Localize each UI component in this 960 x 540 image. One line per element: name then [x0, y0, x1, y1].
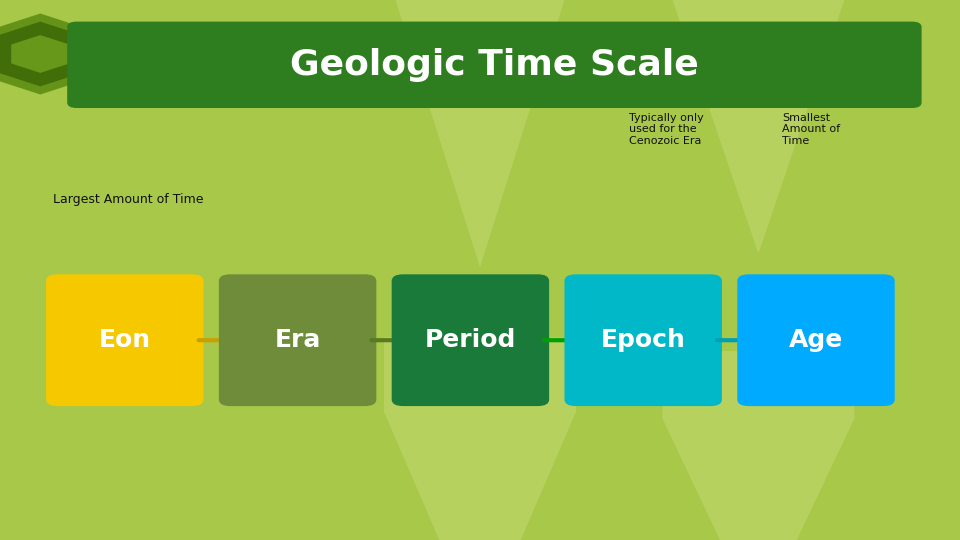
Text: Smallest
Amount of
Time: Smallest Amount of Time — [782, 113, 841, 146]
FancyBboxPatch shape — [67, 22, 922, 108]
Text: Eon: Eon — [99, 328, 151, 352]
FancyBboxPatch shape — [564, 274, 722, 406]
Text: Typically only
used for the
Cenozoic Era: Typically only used for the Cenozoic Era — [629, 113, 704, 146]
Polygon shape — [0, 22, 90, 86]
Polygon shape — [662, 351, 854, 540]
Polygon shape — [12, 35, 69, 73]
FancyBboxPatch shape — [219, 274, 376, 406]
Polygon shape — [384, 338, 576, 540]
FancyBboxPatch shape — [392, 274, 549, 406]
Text: Largest Amount of Time: Largest Amount of Time — [53, 193, 204, 206]
Text: Geologic Time Scale: Geologic Time Scale — [290, 48, 699, 82]
Text: Period: Period — [424, 328, 516, 352]
Polygon shape — [384, 0, 576, 267]
Text: Age: Age — [789, 328, 843, 352]
FancyBboxPatch shape — [737, 274, 895, 406]
Text: Era: Era — [275, 328, 321, 352]
Polygon shape — [662, 0, 854, 254]
FancyBboxPatch shape — [46, 274, 204, 406]
Text: Epoch: Epoch — [601, 328, 685, 352]
Polygon shape — [0, 14, 103, 94]
